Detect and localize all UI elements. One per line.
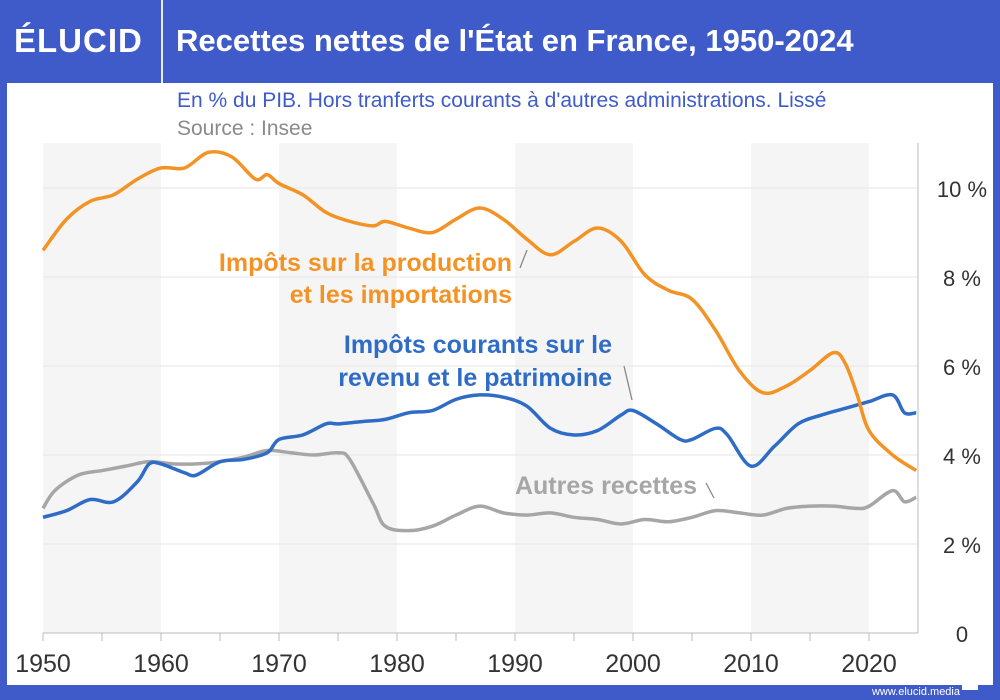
header: ÉLUCID Recettes nettes de l'État en Fran… [0, 0, 1000, 83]
shaded-decade [515, 143, 633, 633]
y-tick-label: 8 % [943, 266, 981, 291]
elucid-logo: ÉLUCID [14, 22, 143, 59]
x-tick-label: 1970 [251, 650, 307, 678]
series-line-0 [41, 149, 918, 473]
label-leader-line [519, 249, 528, 269]
x-tick-label: 2020 [841, 650, 897, 678]
shaded-decade [43, 143, 161, 633]
x-tick-label: 1980 [369, 650, 425, 678]
x-tick-label: 2010 [723, 650, 779, 678]
series-line-2 [41, 448, 917, 533]
y-tick-label: 4 % [943, 444, 981, 469]
x-tick-label: 2000 [605, 650, 661, 678]
y-tick-label: 2 % [943, 533, 981, 558]
series-label: Autres recettes [515, 472, 697, 500]
series-label: Impôts courants sur le [344, 331, 612, 359]
footer-url[interactable]: www.elucid.media [871, 686, 960, 698]
chart-subtitle: En % du PIB. Hors tranferts courants à d… [177, 89, 827, 112]
series-label: revenu et le patrimoine [338, 364, 612, 392]
chart-title: Recettes nettes de l'État en France, 195… [176, 23, 854, 58]
series-line-1 [42, 392, 917, 519]
header-divider [161, 0, 163, 83]
x-tick-label: 1990 [487, 650, 543, 678]
shaded-decade [751, 143, 869, 633]
y-tick-label: 10 % [937, 177, 987, 202]
x-tick-label: 1950 [15, 650, 71, 678]
series-label: et les importations [290, 281, 512, 309]
y-tick-label: 6 % [943, 355, 981, 380]
chart-source: Source : Insee [177, 117, 313, 140]
x-tick-label: 1960 [133, 650, 189, 678]
y-tick-label: 0 [956, 622, 968, 647]
series-label: Impôts sur la production [219, 249, 512, 277]
label-leader-line [705, 482, 715, 499]
label-leader-line [623, 365, 633, 401]
elucid-flag-icon [962, 678, 978, 690]
